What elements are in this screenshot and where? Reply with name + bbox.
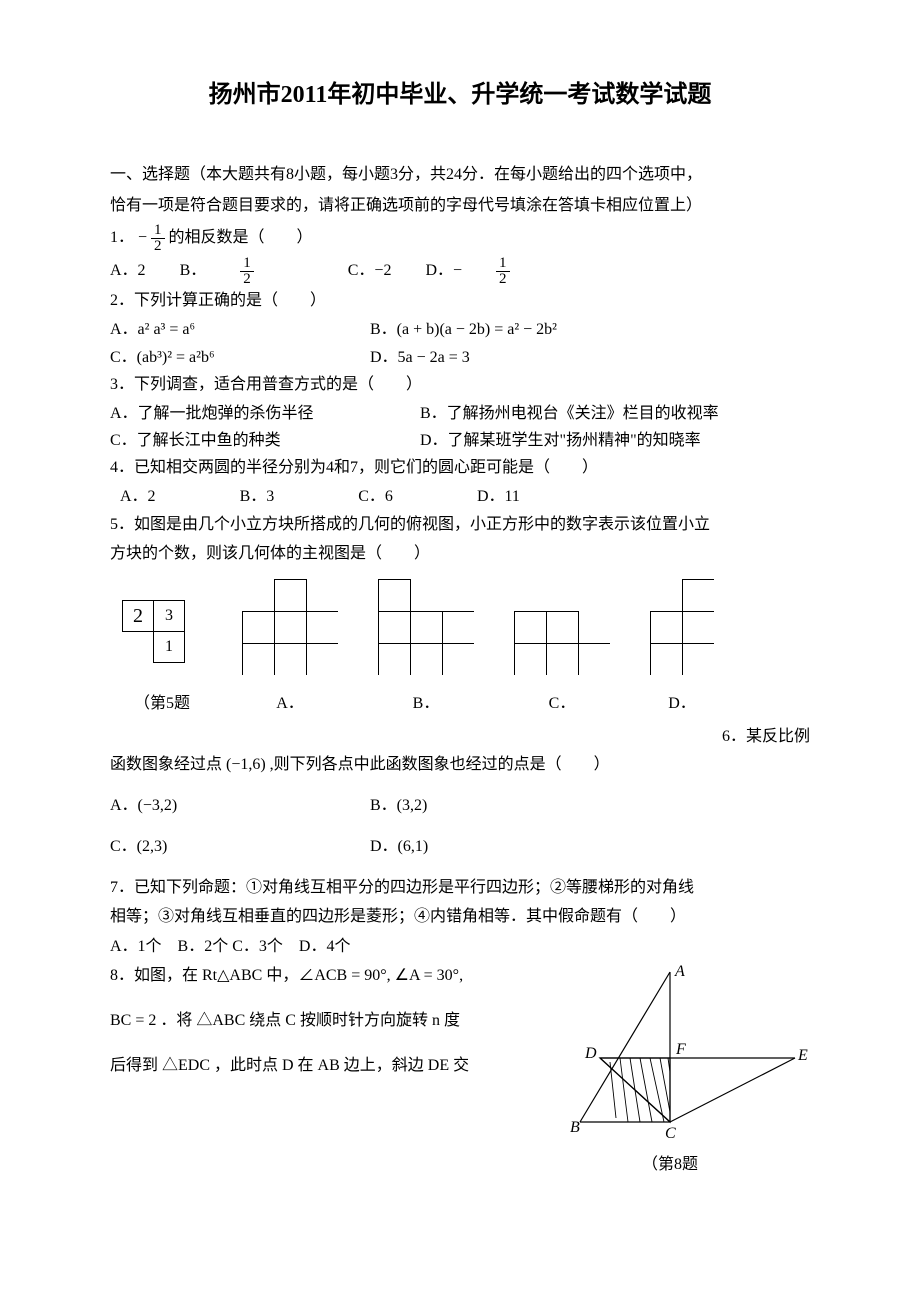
q1-frac-den: 2 <box>151 239 165 254</box>
q5-cell-2: 2 <box>122 600 154 632</box>
q3-opt-b: B．了解扬州电视台《关注》栏目的收视率 <box>420 400 719 427</box>
q6-stem-2: 函数图象经过点 (−1,6) ,则下列各点中此函数图象也经过的点是（ ） <box>110 751 810 778</box>
q7-stem-2: 相等；③对角线互相垂直的四边形是菱形；④内错角相等．其中假命题有（ ） <box>110 903 810 930</box>
q4-opt-a: A．2 <box>120 488 156 505</box>
q2-opt-d: D．5a − 2a = 3 <box>370 344 470 371</box>
q5-shape-b <box>378 579 474 675</box>
q5-stem-2: 方块的个数，则该几何体的主视图是（ ） <box>110 540 810 567</box>
q5-top-view-wrap: 2 3 1 （第5题 <box>122 594 202 717</box>
q8-pt-f: F <box>675 1041 686 1058</box>
q5-opt-c-wrap: C． <box>514 611 610 717</box>
q1-options: A．2 B． 1 2 C．−2 D．− 1 2 <box>110 256 810 287</box>
q4-opt-b: B．3 <box>240 488 275 505</box>
q5-label-a: A． <box>242 690 338 717</box>
q3-row-ab: A．了解一批炮弹的杀伤半径 B．了解扬州电视台《关注》栏目的收视率 <box>110 400 810 427</box>
q8-pt-d: D <box>584 1045 597 1062</box>
q1-opt-d: D．− 1 2 <box>425 262 569 279</box>
q2-row-cd: C．(ab³)² = a²b⁶ D．5a − 2a = 3 <box>110 344 810 371</box>
q2-stem: 2．下列计算正确的是（ ） <box>110 287 810 314</box>
q5-cell-3: 3 <box>153 600 185 632</box>
q8-pt-c: C <box>665 1125 676 1142</box>
q5-shape-d <box>650 579 714 675</box>
q1-opt-a: A．2 <box>110 262 146 279</box>
q5-opt-d-wrap: D． <box>650 579 714 717</box>
section-desc-2: 恰有一项是符合题目要求的，请将正确选项前的字母代号填涂在答填卡相应位置上） <box>110 192 810 219</box>
q4-stem: 4．已知相交两圆的半径分别为4和7，则它们的圆心距可能是（ ） <box>110 454 810 481</box>
q8-text: 8．如图，在 Rt△ABC 中，∠ACB = 90°, ∠A = 30°, BC… <box>110 962 490 1098</box>
q2-opt-b: B．(a + b)(a − 2b) = a² − 2b² <box>370 316 557 343</box>
section-desc-1: 一、选择题（本大题共有8小题，每小题3分，共24分．在每小题给出的四个选项中， <box>110 161 810 188</box>
q7-options: A．1个 B．2个 C．3个 D．4个 <box>110 933 810 960</box>
q1-d-frac: 1 2 <box>496 256 540 287</box>
q6-row-ab: A．(−3,2) B．(3,2) <box>110 792 810 819</box>
q1-b-frac: 1 2 <box>240 256 284 287</box>
q8-row: 8．如图，在 Rt△ABC 中，∠ACB = 90°, ∠A = 30°, BC… <box>110 962 810 1178</box>
q5-shape-a <box>242 579 338 675</box>
q5-label-b: B． <box>378 690 474 717</box>
q8-figure: A B C D E F <box>530 962 810 1142</box>
q5-top-view: 2 3 1 <box>122 594 202 684</box>
q4-options: A．2 B．3 C．6 D．11 <box>110 483 810 510</box>
q5-cell-1: 1 <box>153 631 185 663</box>
q8-line-1: 8．如图，在 Rt△ABC 中，∠ACB = 90°, ∠A = 30°, <box>110 962 490 989</box>
q3-stem: 3．下列调查，适合用普查方式的是（ ） <box>110 371 810 398</box>
q1-neg: − <box>138 229 147 246</box>
q5-label-c: C． <box>514 690 610 717</box>
q6-opt-b: B．(3,2) <box>370 792 427 819</box>
q1-opt-b: B． 1 2 <box>180 262 318 279</box>
q8-pt-b: B <box>570 1119 580 1136</box>
q1-opt-c: C．−2 <box>348 262 392 279</box>
q8-line-2: BC = 2 ．将 △ABC 绕点 C 按顺时针方向旋转 n 度 <box>110 1007 490 1034</box>
q6-opt-c: C．(2,3) <box>110 833 370 860</box>
q3-opt-a: A．了解一批炮弹的杀伤半径 <box>110 400 420 427</box>
q3-row-cd: C．了解长江中鱼的种类 D．了解某班学生对"扬州精神"的知晓率 <box>110 427 810 454</box>
q1-stem: 1． − 1 2 的相反数是（ ） <box>110 223 810 254</box>
q1-prefix: 1． <box>110 229 134 246</box>
q3-opt-c: C．了解长江中鱼的种类 <box>110 427 420 454</box>
q8-pt-e: E <box>797 1047 808 1064</box>
q5-opt-a-wrap: A． <box>242 579 338 717</box>
q1-suffix: 的相反数是（ ） <box>169 229 313 246</box>
q6-opt-a: A．(−3,2) <box>110 792 370 819</box>
q8-pt-a: A <box>674 963 685 980</box>
q1-frac: 1 2 <box>151 223 165 254</box>
q1-d-pre: D．− <box>425 262 462 279</box>
q5-shape-c <box>514 611 610 675</box>
q2-opt-c: C．(ab³)² = a²b⁶ <box>110 344 370 371</box>
q5-figures: 2 3 1 （第5题 A． B． C． D． <box>122 579 810 717</box>
q6-row-cd: C．(2,3) D．(6,1) <box>110 833 810 860</box>
q5-caption: （第5题 <box>122 690 202 717</box>
q8-figure-wrap: A B C D E F （第8题 <box>530 962 810 1178</box>
q5-label-d: D． <box>650 690 714 717</box>
q5-stem-1: 5．如图是由几个小立方块所搭成的几何的俯视图，小正方形中的数字表示该位置小立 <box>110 511 810 538</box>
q4-opt-d: D．11 <box>477 488 520 505</box>
q2-opt-a: A．a² a³ = a⁶ <box>110 316 370 343</box>
q1-frac-num: 1 <box>151 223 165 239</box>
q1-b-pre: B． <box>180 262 207 279</box>
q6-opt-d: D．(6,1) <box>370 833 428 860</box>
page-title: 扬州市2011年初中毕业、升学统一考试数学试题 <box>110 75 810 116</box>
q3-opt-d: D．了解某班学生对"扬州精神"的知晓率 <box>420 427 701 454</box>
q8-line-3: 后得到 △EDC ，此时点 D 在 AB 边上，斜边 DE 交 <box>110 1052 490 1079</box>
q5-opt-b-wrap: B． <box>378 579 474 717</box>
q7-stem-1: 7．已知下列命题：①对角线互相平分的四边形是平行四边形；②等腰梯形的对角线 <box>110 874 810 901</box>
q4-opt-c: C．6 <box>358 488 393 505</box>
q2-row-ab: A．a² a³ = a⁶ B．(a + b)(a − 2b) = a² − 2b… <box>110 316 810 343</box>
q6-stem-right: 6．某反比例 <box>110 723 810 750</box>
q8-caption: （第8题 <box>530 1151 810 1178</box>
